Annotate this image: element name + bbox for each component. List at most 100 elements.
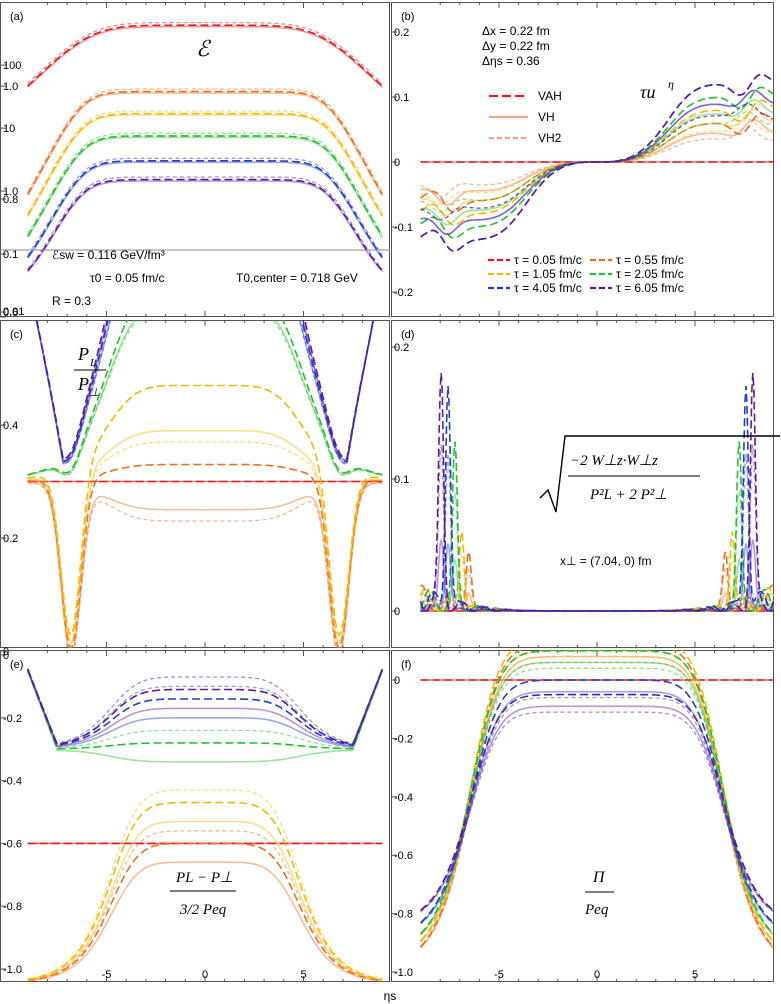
curve-a <box>27 161 383 259</box>
y-tick-label: -1.0 <box>3 964 22 976</box>
curve-a <box>27 24 383 87</box>
y-tick-label: 0.6 <box>3 307 18 319</box>
curve-c <box>27 320 383 476</box>
y-tick-label: 0 <box>3 650 9 662</box>
curve-a <box>27 157 383 256</box>
curve-e <box>26 670 384 750</box>
panel-f-den: Peq <box>584 902 609 918</box>
panel-e-num: PL − P⊥ <box>175 870 233 886</box>
curve-a <box>27 25 383 88</box>
panel-tag-c: (c) <box>10 329 23 341</box>
r-note: R = 0.3 <box>52 294 91 308</box>
curve-f <box>420 693 774 911</box>
x-tick-label: -5 <box>494 969 504 981</box>
threshold-note: ℰsw = 0.116 GeV/fm³ <box>52 248 165 262</box>
curve-d <box>420 444 774 612</box>
curve-e <box>27 830 383 981</box>
curve-e <box>27 861 383 982</box>
y-tick-label: -1.0 <box>394 967 413 979</box>
panel-frame <box>391 2 774 317</box>
curve-f <box>420 679 774 924</box>
legend-time-label: τ = 6.05 fm/c <box>616 281 684 295</box>
y-tick-label: 0.1 <box>394 92 409 104</box>
y-tick-label: 0.01 <box>3 306 24 318</box>
y-tick-label: 0 <box>3 646 9 658</box>
curve-c <box>35 320 374 462</box>
y-tick-label: 0 <box>394 675 400 687</box>
curve-c <box>27 429 383 645</box>
y-tick-label: 1.0 <box>3 186 18 198</box>
panel-b-sup: η <box>668 77 674 91</box>
y-tick-label: 0.1 <box>394 474 409 486</box>
legend-time-label: τ = 4.05 fm/c <box>514 281 582 295</box>
curve-f <box>420 650 774 942</box>
y-tick-label: 0.2 <box>3 533 18 545</box>
curve-a <box>27 90 383 195</box>
temp-note: T0,center = 0.718 GeV <box>236 271 358 285</box>
curve-e <box>26 669 384 748</box>
curve-a <box>27 136 383 238</box>
curve-d <box>420 453 774 612</box>
x-tick-label: 5 <box>692 969 698 981</box>
curve-e <box>26 669 384 747</box>
grid-dx: Δx = 0.22 fm <box>482 24 550 38</box>
panel-frame <box>0 650 390 982</box>
curve-f <box>420 661 774 936</box>
sqrt-sign <box>539 435 780 513</box>
curve-f <box>420 667 774 936</box>
panel-c: 1.00.80.60.40.20(c) <box>0 81 390 658</box>
legend-model-label: VH2 <box>538 131 562 145</box>
y-tick-label: 0 <box>394 606 400 618</box>
y-tick-label: -0.8 <box>3 901 22 913</box>
curve-e <box>26 669 384 746</box>
curve-b <box>420 126 774 197</box>
y-tick-label: 10 <box>3 123 15 135</box>
curve-a <box>27 176 383 270</box>
y-tick-label: 0 <box>394 157 400 169</box>
panel-tag-b: (b) <box>401 11 414 23</box>
x-axis-label: ηs <box>384 989 397 1003</box>
curve-e <box>27 842 383 982</box>
curve-a <box>27 114 383 218</box>
panel-f: 0 -0.2 -0.4 -0.6 -0.8 -1.0 (f) <box>391 650 774 982</box>
tau0-note: τ0 = 0.05 fm/c <box>90 271 164 285</box>
curve-c <box>27 482 383 648</box>
y-tick-label: -0.6 <box>394 850 413 862</box>
y-tick-label: 0.2 <box>394 27 409 39</box>
curve-e <box>27 820 383 981</box>
panel-tag-f: (f) <box>401 659 411 671</box>
curve-f <box>420 650 774 935</box>
y-tick-label: -0.2 <box>3 713 22 725</box>
curve-b <box>420 103 774 221</box>
curve-a <box>27 135 383 237</box>
curve-f <box>420 696 774 925</box>
panel-d: 0.2 0.1 0 (d) <box>391 320 774 648</box>
curve-c <box>27 481 383 648</box>
panel-tag-e: (e) <box>10 659 23 671</box>
legend-time-label: τ = 0.05 fm/c <box>514 253 582 267</box>
panel-a-symbol: ℰ <box>196 36 212 61</box>
y-tick-label: 0.8 <box>3 194 18 206</box>
legend-model-label: VH <box>538 110 555 124</box>
curve-c <box>27 441 383 646</box>
panel-c-num-sub: L <box>89 357 96 369</box>
y-tick-label: -0.8 <box>394 909 413 921</box>
panel-b: 0.2 0.1 0 -0.1 -0.2 (b) <box>391 2 774 317</box>
x-tick-label: 5 <box>300 969 306 981</box>
x-tick-label: 0 <box>202 969 208 981</box>
y-tick-label: -0.2 <box>394 733 413 745</box>
panel-frame <box>391 320 774 648</box>
curve-a <box>27 180 383 273</box>
y-tick-label: 0.1 <box>3 249 18 261</box>
panel-c-den: P <box>77 374 89 394</box>
x-tick-label: 0 <box>594 969 600 981</box>
y-tick-label: -0.4 <box>394 792 413 804</box>
panel-b-symbol: τu <box>640 82 655 102</box>
panel-d-num: −2 W⊥z·W⊥z <box>570 453 658 469</box>
panel-c-den-sub: ⊥ <box>90 387 100 399</box>
curve-f <box>420 655 774 943</box>
panel-a: 100 10 1.0 0.1 0.01 (a) <box>0 2 390 318</box>
panel-tag-a: (a) <box>10 11 23 23</box>
y-tick-label: -0.1 <box>394 222 413 234</box>
